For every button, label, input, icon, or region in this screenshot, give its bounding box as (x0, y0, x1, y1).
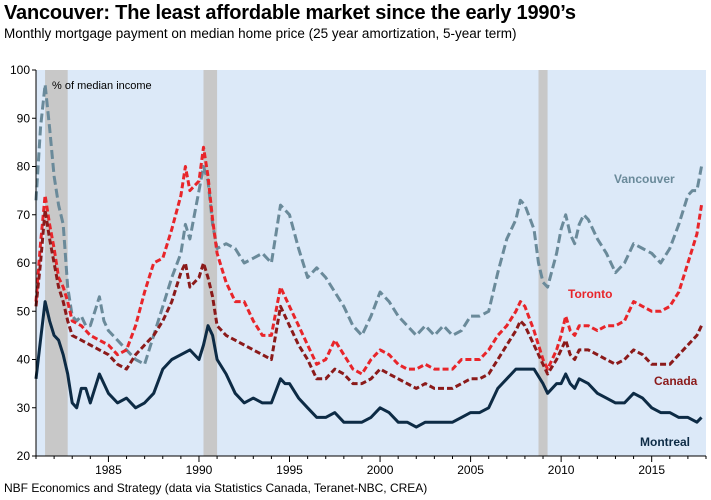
y-tick-label: 60 (17, 256, 31, 270)
y-tick-label: 90 (17, 111, 31, 125)
x-tick-label: 1990 (186, 463, 213, 477)
series-label-canada: Canada (654, 374, 698, 388)
chart-subtitle: Monthly mortgage payment on median home … (4, 26, 517, 41)
x-tick-label: 1985 (95, 463, 122, 477)
x-tick-label: 2005 (457, 463, 484, 477)
x-tick-label: 2010 (548, 463, 575, 477)
annotation-label: % of median income (52, 80, 152, 92)
series-line-vancouver (34, 83, 703, 366)
x-tick-label: 2015 (638, 463, 665, 477)
chart-title: Vancouver: The least affordable market s… (4, 2, 576, 24)
y-tick-label: 100 (10, 63, 30, 77)
y-tick-label: 80 (17, 160, 31, 174)
recession-band (538, 70, 548, 456)
y-tick-label: 40 (17, 353, 31, 367)
y-tick-label: 70 (17, 208, 31, 222)
y-tick-label: 30 (17, 401, 31, 415)
source-note: NBF Economics and Strategy (data via Sta… (4, 481, 428, 495)
y-tick-label: 20 (17, 449, 31, 463)
series-label-montreal: Montreal (640, 435, 690, 449)
series-label-toronto: Toronto (568, 287, 612, 301)
x-tick-label: 1995 (276, 463, 303, 477)
y-tick-label: 50 (17, 304, 31, 318)
x-tick-label: 2000 (367, 463, 394, 477)
series-line-toronto (34, 145, 703, 376)
series-line-montreal (34, 300, 703, 429)
recession-band (203, 70, 218, 456)
series-line-canada (34, 208, 703, 390)
series-label-vancouver: Vancouver (614, 172, 675, 186)
